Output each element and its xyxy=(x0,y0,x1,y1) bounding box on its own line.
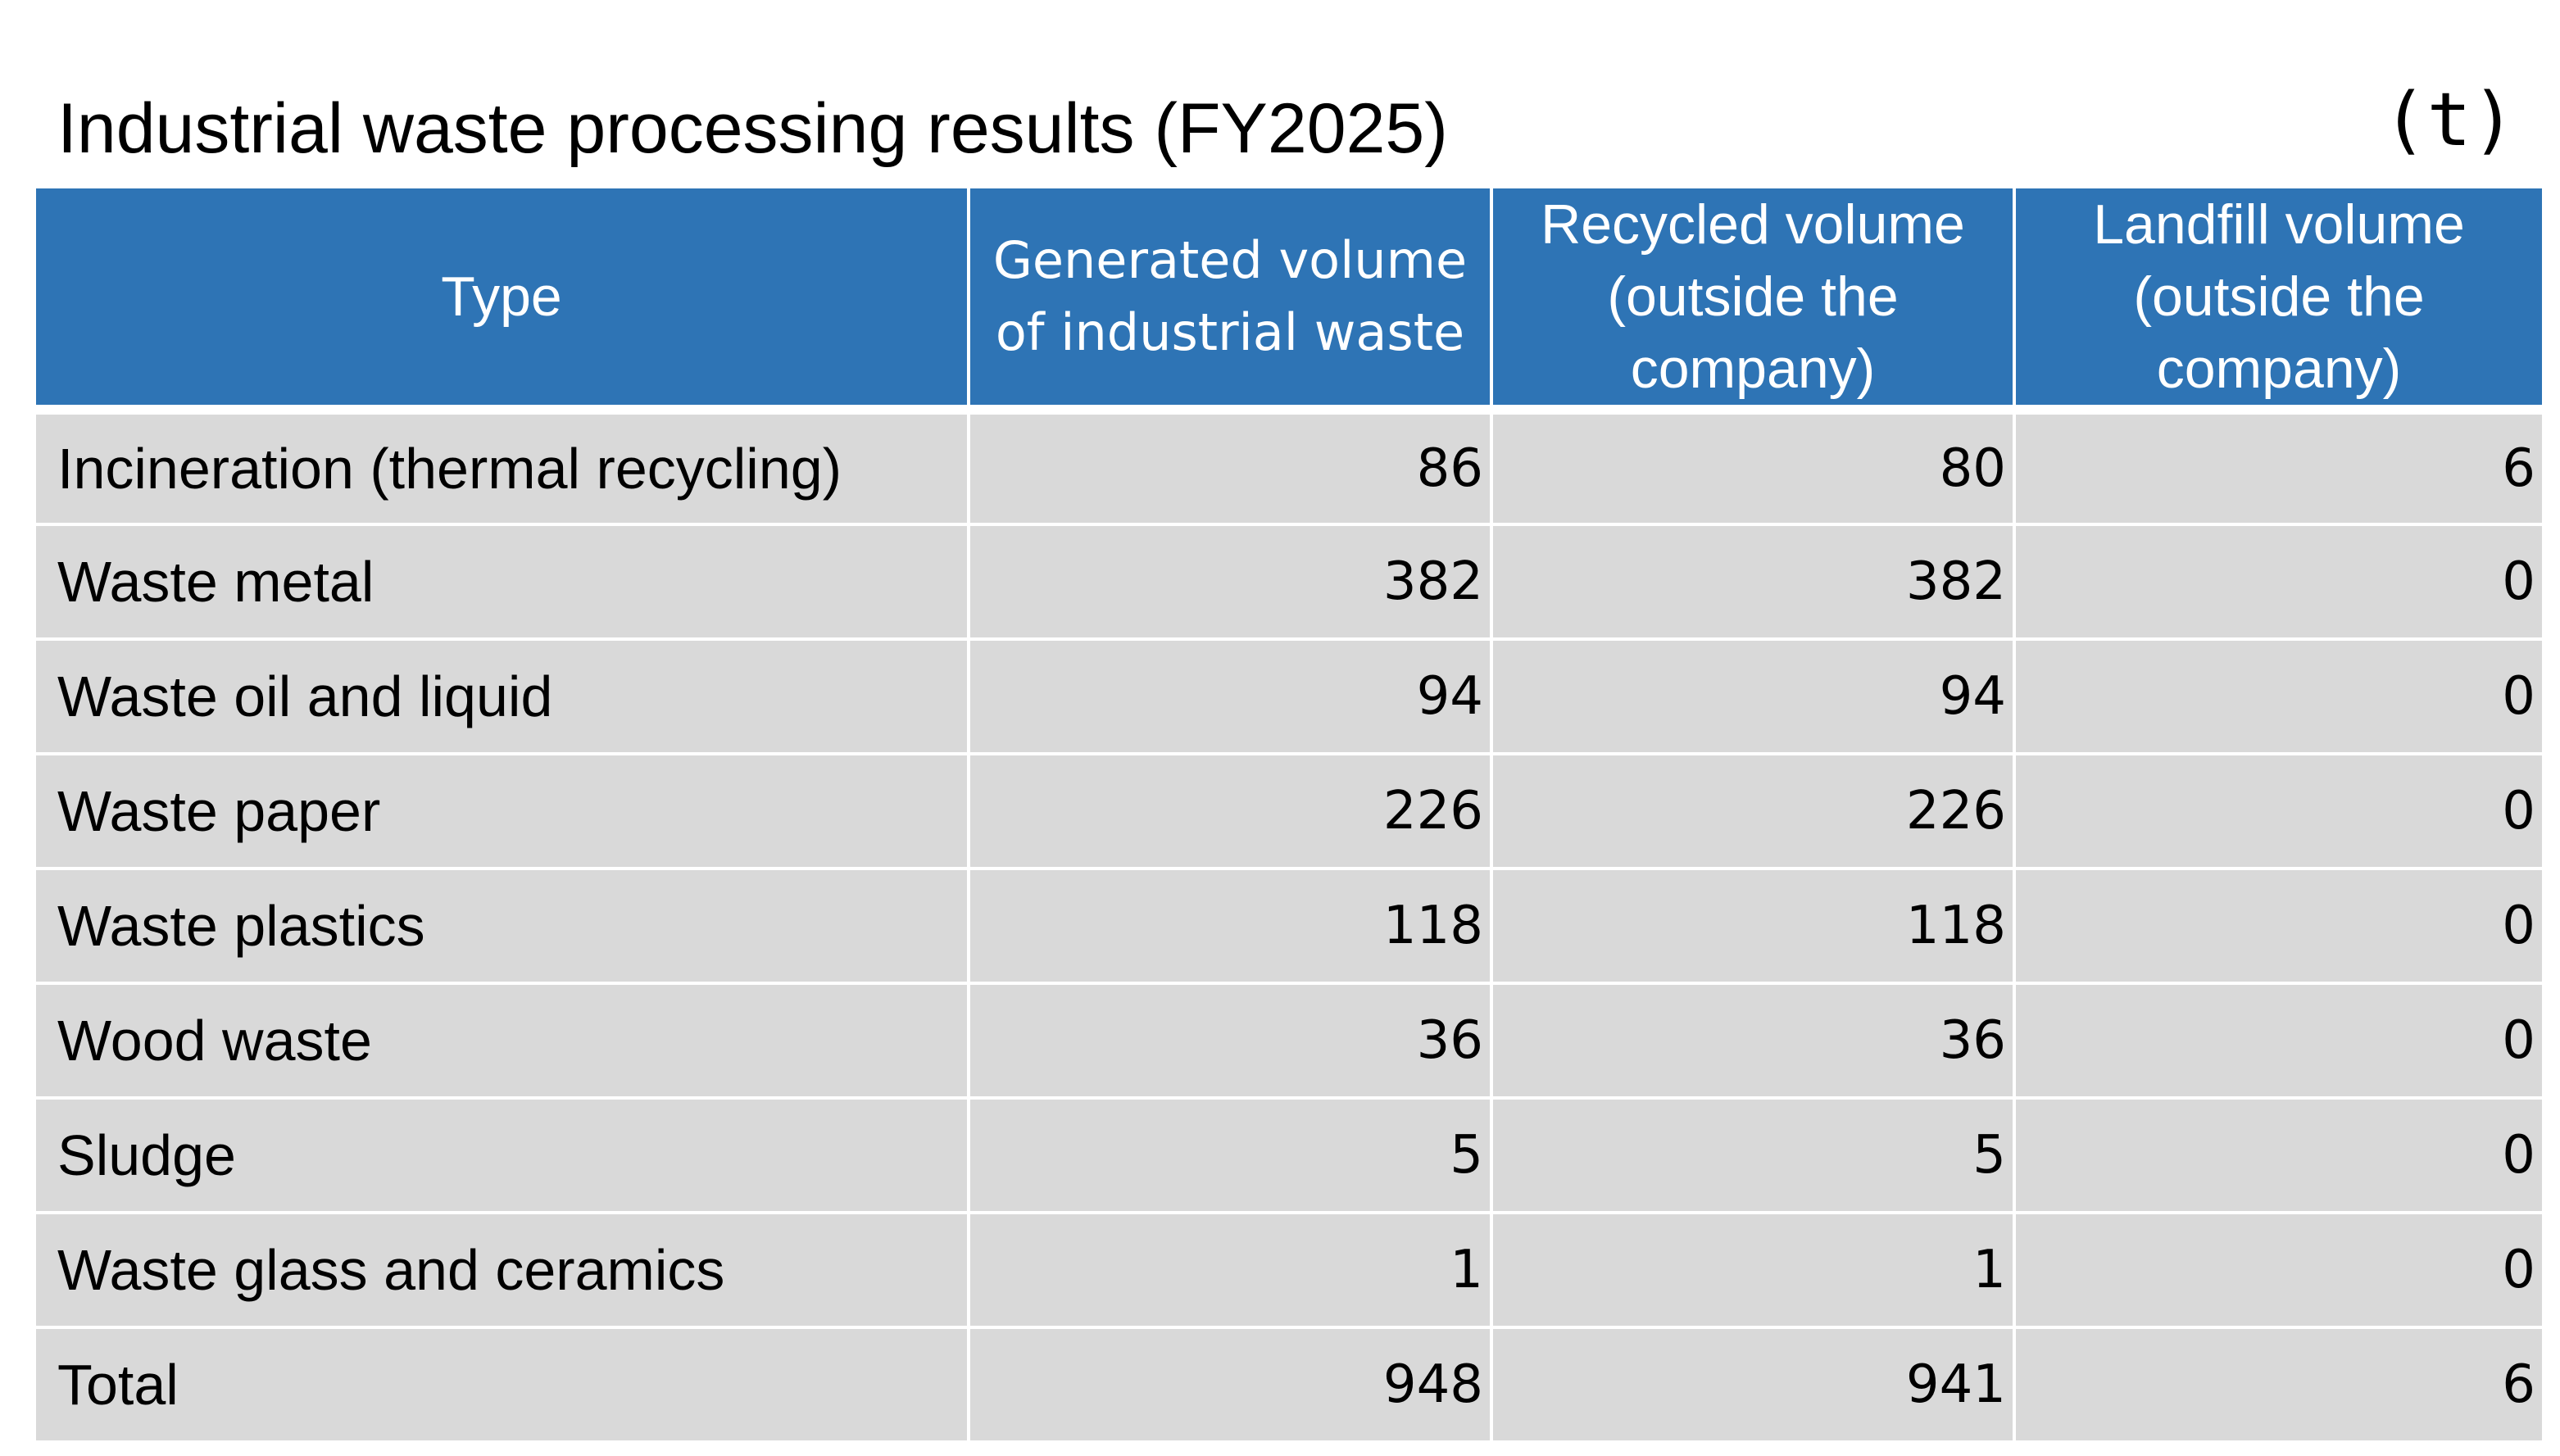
cell-recycled: 94 xyxy=(1490,637,2016,755)
table-row: Waste plastics 118 118 0 xyxy=(36,867,2542,985)
column-header-recycled: Recycled volume (outside the company) xyxy=(1490,188,2016,415)
cell-type: Sludge xyxy=(36,1096,970,1214)
cell-recycled: 1 xyxy=(1490,1211,2016,1329)
cell-generated: 118 xyxy=(967,867,1493,985)
cell-type: Waste paper xyxy=(36,752,970,870)
cell-landfill: 0 xyxy=(2013,523,2542,641)
table-row: Incineration (thermal recycling) 86 80 6 xyxy=(36,408,2542,526)
table-row: Waste paper 226 226 0 xyxy=(36,752,2542,870)
unit-label: (t) xyxy=(2382,77,2516,163)
cell-type: Total xyxy=(36,1326,970,1444)
cell-recycled: 118 xyxy=(1490,867,2016,985)
cell-generated: 86 xyxy=(967,408,1493,526)
cell-landfill: 0 xyxy=(2013,637,2542,755)
table-row: Waste metal 382 382 0 xyxy=(36,523,2542,641)
cell-landfill: 0 xyxy=(2013,752,2542,870)
cell-landfill: 6 xyxy=(2013,408,2542,526)
cell-type: Waste plastics xyxy=(36,867,970,985)
cell-recycled: 382 xyxy=(1490,523,2016,641)
cell-landfill: 0 xyxy=(2013,1211,2542,1329)
table-row: Wood waste 36 36 0 xyxy=(36,982,2542,1100)
cell-recycled: 941 xyxy=(1490,1326,2016,1444)
table-row: Waste glass and ceramics 1 1 0 xyxy=(36,1211,2542,1329)
cell-generated: 94 xyxy=(967,637,1493,755)
column-header-generated: Generated volume of industrial waste xyxy=(967,188,1493,415)
column-header-landfill: Landfill volume (outside the company) xyxy=(2013,188,2542,415)
cell-generated: 382 xyxy=(967,523,1493,641)
table-row-total: Total 948 941 6 xyxy=(36,1326,2542,1444)
cell-landfill: 0 xyxy=(2013,867,2542,985)
cell-generated: 5 xyxy=(967,1096,1493,1214)
cell-generated: 1 xyxy=(967,1211,1493,1329)
table-header-row: Type Generated volume of industrial wast… xyxy=(36,188,2542,415)
cell-type: Waste metal xyxy=(36,523,970,641)
page-title: Industrial waste processing results (FY2… xyxy=(57,89,1448,168)
cell-type: Wood waste xyxy=(36,982,970,1100)
table-body: Incineration (thermal recycling) 86 80 6 Was… xyxy=(36,408,2542,1444)
cell-type: Incineration (thermal recycling) xyxy=(36,408,970,526)
cell-recycled: 36 xyxy=(1490,982,2016,1100)
cell-landfill: 0 xyxy=(2013,1096,2542,1214)
cell-generated: 226 xyxy=(967,752,1493,870)
cell-landfill: 6 xyxy=(2013,1326,2542,1444)
waste-table: Type Generated volume of industrial wast… xyxy=(36,188,2542,1444)
cell-generated: 36 xyxy=(967,982,1493,1100)
cell-type: Waste glass and ceramics xyxy=(36,1211,970,1329)
cell-type: Waste oil and liquid xyxy=(36,637,970,755)
table-row: Waste oil and liquid 94 94 0 xyxy=(36,637,2542,755)
table-row: Sludge 5 5 0 xyxy=(36,1096,2542,1214)
cell-recycled: 80 xyxy=(1490,408,2016,526)
cell-generated: 948 xyxy=(967,1326,1493,1444)
cell-recycled: 226 xyxy=(1490,752,2016,870)
cell-landfill: 0 xyxy=(2013,982,2542,1100)
column-header-type: Type xyxy=(36,188,970,415)
cell-recycled: 5 xyxy=(1490,1096,2016,1214)
